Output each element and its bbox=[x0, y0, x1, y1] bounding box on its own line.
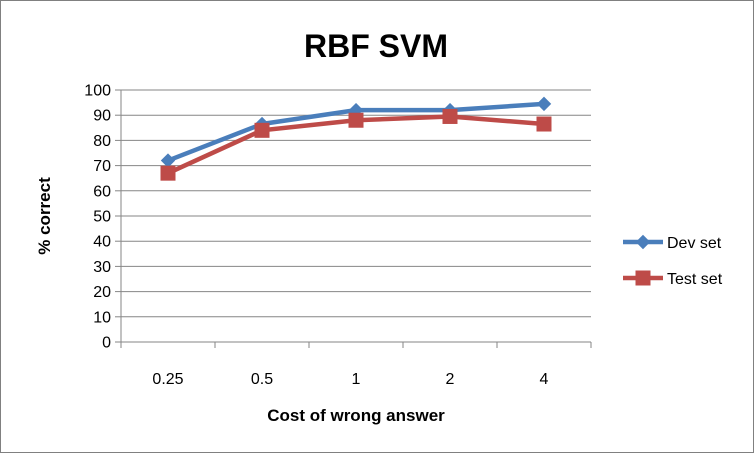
y-tick-label: 10 bbox=[93, 309, 111, 326]
y-tick-label: 90 bbox=[93, 108, 111, 125]
series-dev-set bbox=[160, 96, 552, 168]
y-tick-label: 70 bbox=[93, 158, 111, 175]
x-tick-label: 0.5 bbox=[251, 371, 273, 388]
series-test-set bbox=[160, 108, 552, 181]
x-axis-label: Cost of wrong answer bbox=[267, 406, 445, 425]
series-lines bbox=[160, 96, 552, 181]
y-axis-label: % correct bbox=[35, 177, 54, 255]
chart-title: RBF SVM bbox=[304, 28, 448, 64]
y-axis-tick-labels: 0 10 20 30 40 50 60 70 80 90 100 bbox=[84, 83, 111, 352]
y-tick-label: 0 bbox=[102, 335, 111, 352]
x-tick-label: 0.25 bbox=[152, 371, 183, 388]
legend-marker-diamond bbox=[635, 234, 651, 250]
x-tick-label: 1 bbox=[352, 371, 361, 388]
axes bbox=[115, 89, 592, 348]
data-point-square bbox=[254, 122, 270, 138]
legend: Dev set Test set bbox=[623, 234, 723, 288]
y-tick-label: 80 bbox=[93, 133, 111, 150]
y-tick-label: 30 bbox=[93, 259, 111, 276]
legend-label: Test set bbox=[667, 271, 723, 288]
x-tick-label: 2 bbox=[446, 371, 455, 388]
x-axis-tick-labels: 0.25 0.5 1 2 4 bbox=[152, 371, 548, 388]
x-tick-label: 4 bbox=[540, 371, 549, 388]
legend-marker-square bbox=[635, 270, 651, 286]
y-tick-label: 40 bbox=[93, 234, 111, 251]
y-tick-label: 20 bbox=[93, 284, 111, 301]
y-tick-label: 50 bbox=[93, 209, 111, 226]
y-tick-label: 60 bbox=[93, 183, 111, 200]
legend-item: Dev set bbox=[623, 234, 722, 252]
data-point-square bbox=[442, 108, 458, 124]
data-point-diamond bbox=[536, 96, 552, 112]
y-tick-label: 100 bbox=[84, 83, 111, 100]
data-point-square bbox=[160, 165, 176, 181]
data-point-square bbox=[348, 112, 364, 128]
data-point-square bbox=[536, 116, 552, 132]
legend-label: Dev set bbox=[667, 235, 722, 252]
legend-item: Test set bbox=[623, 270, 723, 288]
